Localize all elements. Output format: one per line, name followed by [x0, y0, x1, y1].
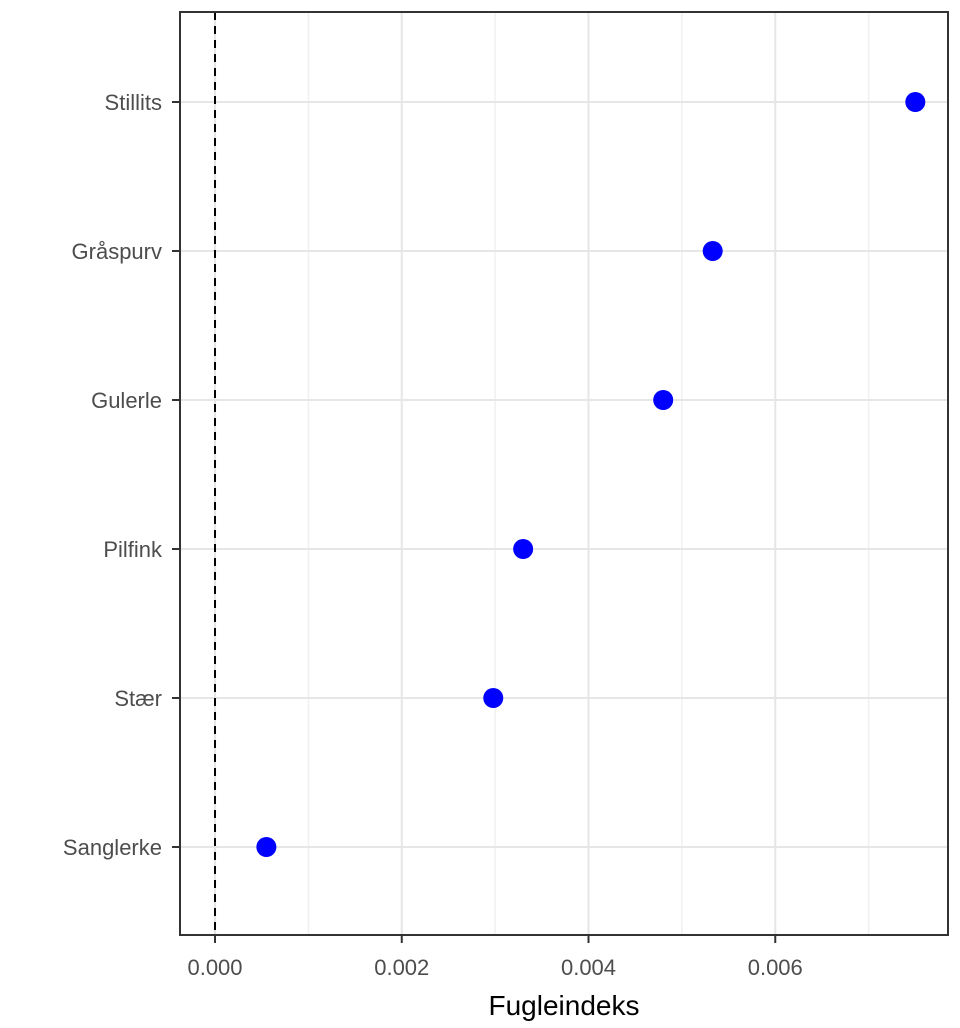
y-tick-label: Stær: [114, 686, 162, 711]
x-tick-label: 0.000: [187, 955, 242, 980]
data-point-gulerle: [653, 390, 674, 410]
data-point-stær: [483, 688, 504, 708]
y-tick-label: Stillits: [105, 90, 162, 115]
data-point-gråspurv: [702, 241, 723, 261]
x-tick-label: 0.006: [748, 955, 803, 980]
data-point-stillits: [905, 92, 926, 112]
data-point-sanglerke: [256, 837, 277, 857]
y-tick-label: Gråspurv: [72, 239, 162, 264]
x-axis: 0.000 0.002 0.004 0.006: [187, 935, 803, 980]
grid-lines: [180, 12, 948, 935]
x-tick-label: 0.004: [561, 955, 616, 980]
y-axis: Stillits Gråspurv Gulerle Pilfink Stær Sangle…: [63, 90, 180, 860]
y-tick-label: Sanglerke: [63, 835, 162, 860]
data-points: [256, 92, 926, 857]
plot-panel-border: [179, 11, 949, 936]
x-axis-title: Fugleindeks: [489, 990, 640, 1021]
x-tick-label: 0.002: [374, 955, 429, 980]
y-tick-label: Pilfink: [103, 537, 163, 562]
data-point-pilfink: [513, 539, 534, 559]
y-tick-label: Gulerle: [91, 388, 162, 413]
